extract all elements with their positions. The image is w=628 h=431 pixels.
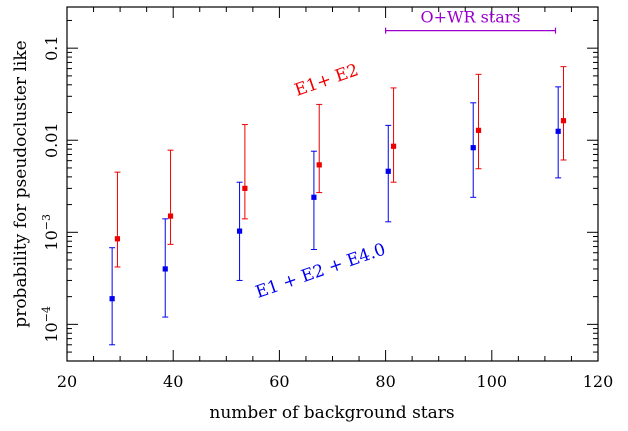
x-tick-label: 60 [269, 372, 289, 391]
data-point [560, 118, 567, 124]
data-point [316, 162, 322, 168]
data-point [167, 213, 174, 219]
data-point [109, 296, 115, 302]
axis-ticks [66, 7, 599, 362]
data-point [385, 168, 391, 174]
x-tick-label: 80 [375, 372, 395, 391]
x-tick-label: 40 [163, 372, 183, 391]
data-point [236, 228, 243, 234]
x-tick-label: 20 [57, 372, 77, 391]
y-tick-label: 0.01 [42, 122, 61, 158]
annotation-layer: E1+ E2 E1 + E2 + E4.0 O+WR stars [253, 8, 557, 303]
y-tick-label-base: 10 [42, 322, 61, 342]
data-point [242, 185, 248, 191]
y-tick-label: 10−4 [40, 306, 61, 343]
y-tick-label: 0.1 [42, 35, 61, 60]
series-red [114, 66, 567, 268]
x-tick-label: 120 [583, 372, 614, 391]
data-point [114, 236, 121, 242]
data-point [162, 266, 168, 272]
series-blue [109, 86, 562, 346]
y-tick-label-exponent: −3 [40, 214, 53, 230]
annotation-red-series: E1+ E2 [292, 60, 361, 100]
y-axis-label: probability for pseudocluster like [11, 40, 31, 327]
y-tick-label-exponent: −4 [40, 306, 53, 322]
y-tick-label: 10−3 [40, 214, 61, 251]
data-point [555, 128, 561, 134]
data-point [475, 127, 482, 133]
annotation-blue-series: E1 + E2 + E4.0 [253, 240, 388, 303]
x-tick-label: 100 [477, 372, 508, 391]
x-axis-label: number of background stars [209, 403, 454, 423]
series-layer [109, 66, 567, 346]
annotation-owr-stars: O+WR stars [420, 8, 520, 27]
plot-frame [66, 6, 599, 362]
y-tick-label-base: 10 [42, 230, 61, 250]
data-point [311, 194, 317, 200]
data-point [390, 143, 397, 149]
data-point [470, 145, 476, 151]
